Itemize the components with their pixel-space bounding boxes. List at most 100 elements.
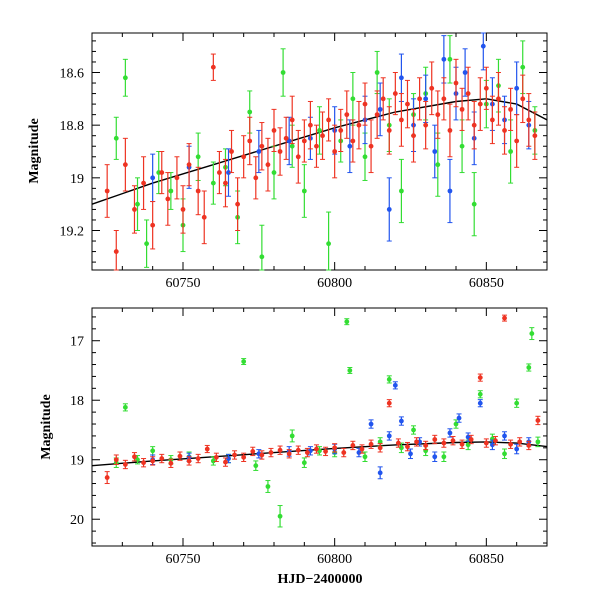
data-point-s0-29 (459, 143, 465, 149)
data-point-s2-42 (483, 440, 489, 446)
data-point-s2-47 (417, 96, 422, 102)
data-point-s0-16 (301, 188, 307, 194)
data-point-s0-8 (210, 180, 216, 186)
data-point-s2-1 (113, 457, 119, 463)
data-point-s2-24 (323, 448, 328, 454)
data-point-s2-31 (386, 400, 392, 406)
data-point-s1-8 (368, 421, 374, 427)
data-point-s2-39 (459, 441, 465, 447)
data-point-s2-1 (113, 249, 119, 254)
data-point-s2-58 (483, 85, 489, 91)
data-point-s2-50 (435, 112, 441, 118)
data-point-s1-15 (432, 454, 438, 460)
data-point-s2-21 (259, 143, 265, 149)
y-tick-label-3: 20 (70, 513, 84, 528)
data-point-s2-14 (217, 170, 222, 175)
data-point-s0-19 (377, 439, 383, 445)
data-point-s0-27 (435, 162, 441, 168)
data-point-s2-7 (165, 196, 171, 202)
data-point-s2-5 (150, 458, 156, 464)
top-panel-y-axis-label: Magnitude (27, 118, 42, 183)
x-tick-label-2: 60850 (469, 276, 504, 291)
data-point-s2-48 (535, 418, 541, 423)
data-point-s2-12 (201, 214, 207, 220)
data-point-s0-30 (471, 201, 477, 207)
y-tick-label-1: 18 (70, 394, 84, 409)
x-tick-label-1: 60800 (317, 552, 352, 567)
data-point-s0-20 (350, 96, 356, 102)
bottom-panel-trend-curve (91, 441, 548, 467)
data-point-s2-49 (429, 85, 435, 91)
data-point-s0-1 (122, 404, 128, 410)
data-point-s0-8 (241, 359, 247, 364)
data-point-s2-25 (332, 445, 338, 451)
data-point-s2-48 (423, 122, 429, 128)
data-point-s2-40 (468, 437, 474, 442)
data-point-s2-15 (241, 454, 247, 460)
data-point-s0-30 (514, 400, 520, 406)
data-point-s1-15 (441, 56, 447, 62)
data-point-s2-3 (132, 454, 137, 460)
data-point-s2-24 (277, 149, 283, 154)
data-point-s0-13 (271, 170, 277, 175)
data-point-s1-9 (377, 106, 383, 112)
data-point-s2-41 (380, 96, 386, 102)
data-point-s2-54 (459, 106, 465, 112)
data-point-s2-29 (308, 122, 313, 128)
y-tick-label-0: 18.6 (60, 67, 85, 82)
data-point-s0-11 (247, 109, 253, 115)
data-point-s2-44 (399, 117, 404, 123)
data-point-s0-22 (411, 427, 416, 433)
bottom-panel-magnitude-full: 60750 60800 60850 17 18 19 20 Magnitude HJD−24… (39, 307, 548, 587)
data-point-s2-11 (195, 188, 201, 194)
data-point-s1-3 (256, 149, 262, 154)
data-point-s2-4 (141, 460, 146, 466)
data-point-s1-2 (226, 170, 231, 175)
data-point-s2-31 (320, 133, 325, 139)
data-point-s0-29 (502, 451, 507, 457)
data-point-s1-18 (462, 70, 468, 75)
data-point-s2-56 (471, 122, 477, 128)
data-point-s2-51 (441, 96, 447, 102)
data-point-s2-25 (283, 135, 289, 141)
data-point-s1-11 (392, 382, 398, 388)
data-point-s2-23 (314, 446, 319, 452)
trend-curve-line (91, 441, 548, 467)
data-point-s0-10 (265, 484, 271, 489)
data-point-s0-33 (535, 439, 541, 445)
data-point-s0-17 (347, 368, 353, 373)
data-point-s2-6 (159, 456, 165, 461)
data-point-s1-21 (502, 433, 507, 439)
data-point-s2-32 (395, 440, 401, 446)
data-point-s2-44 (502, 315, 507, 321)
data-point-s2-53 (453, 80, 459, 86)
data-point-s0-1 (122, 75, 128, 81)
data-point-s2-22 (265, 162, 271, 168)
data-point-s0-32 (529, 331, 535, 336)
data-point-s1-23 (514, 85, 520, 91)
data-point-s1-13 (408, 451, 413, 457)
data-point-s2-45 (508, 441, 513, 447)
data-point-s0-3 (144, 241, 150, 247)
data-point-s0-24 (399, 188, 404, 194)
data-point-s0-33 (508, 149, 513, 154)
data-point-s2-26 (289, 117, 295, 123)
data-point-s0-16 (344, 319, 350, 325)
data-point-s2-13 (223, 459, 228, 465)
data-point-s1-9 (377, 470, 383, 476)
data-point-s0-18 (362, 454, 368, 460)
data-point-s2-33 (405, 444, 410, 450)
data-point-s2-19 (247, 138, 253, 144)
top-panel-frame (91, 32, 548, 271)
data-point-s1-16 (447, 430, 453, 436)
data-point-s2-35 (423, 443, 429, 448)
data-point-s2-60 (496, 96, 501, 102)
data-point-s2-43 (493, 438, 498, 444)
bottom-panel-y-axis-label: Magnitude (39, 394, 54, 459)
data-point-s2-21 (295, 447, 301, 453)
data-point-s2-11 (204, 446, 210, 452)
data-point-s2-27 (295, 154, 301, 160)
bottom-panel-data-points (104, 314, 541, 528)
y-tick-label-3: 19.2 (60, 225, 85, 240)
data-point-s2-9 (180, 207, 186, 212)
